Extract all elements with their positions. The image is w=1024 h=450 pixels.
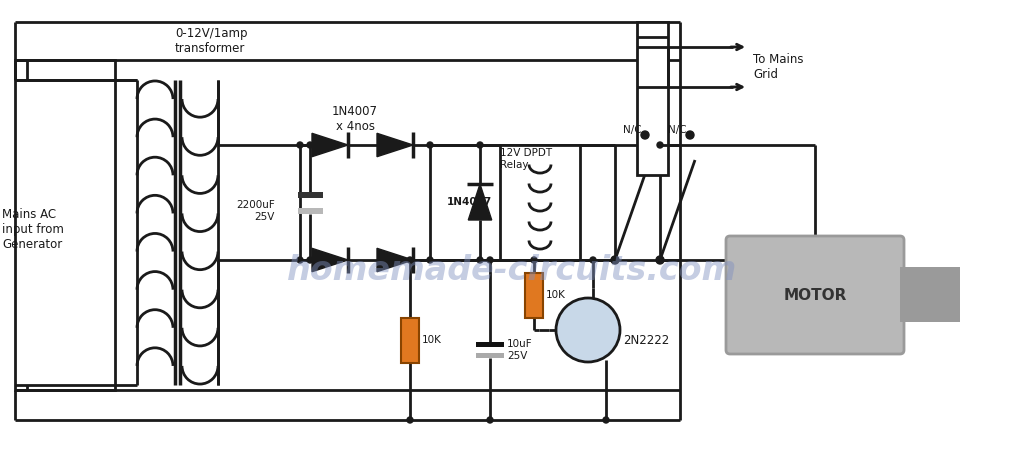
Circle shape (611, 256, 618, 264)
Text: 1N4007: 1N4007 (447, 197, 493, 207)
Bar (525, 273, 543, 318)
Bar (500, 145, 580, 260)
Bar (298, 192, 323, 198)
Bar (525, 273, 543, 318)
Text: 2200uF
25V: 2200uF 25V (237, 200, 275, 221)
Circle shape (307, 257, 313, 263)
Text: 12V DPDT
Relay: 12V DPDT Relay (500, 148, 552, 170)
Circle shape (556, 298, 620, 362)
Circle shape (427, 257, 433, 263)
Polygon shape (377, 248, 413, 272)
Circle shape (656, 256, 664, 264)
Polygon shape (468, 184, 492, 220)
Polygon shape (377, 133, 413, 157)
Polygon shape (312, 248, 348, 272)
Text: 10K: 10K (422, 335, 442, 345)
Circle shape (407, 417, 413, 423)
Bar (298, 207, 323, 213)
Text: N/C: N/C (623, 125, 642, 135)
Text: 0-12V/1amp
transformer: 0-12V/1amp transformer (175, 27, 248, 55)
Text: Mains AC
input from
Generator: Mains AC input from Generator (2, 208, 63, 252)
Bar (401, 318, 419, 363)
Text: 2N2222: 2N2222 (623, 333, 670, 346)
Circle shape (657, 142, 663, 148)
Circle shape (590, 257, 596, 263)
Circle shape (531, 257, 537, 263)
Text: 1N4007
x 4nos: 1N4007 x 4nos (332, 105, 378, 133)
Bar (900, 267, 961, 322)
Text: homemade-circuits.com: homemade-circuits.com (287, 253, 737, 287)
Circle shape (641, 131, 649, 139)
Bar (476, 342, 504, 347)
Circle shape (686, 131, 694, 139)
Text: 10K: 10K (546, 290, 566, 300)
Circle shape (477, 142, 483, 148)
Bar (637, 22, 668, 175)
Circle shape (297, 142, 303, 148)
Circle shape (307, 142, 313, 148)
Circle shape (487, 417, 493, 423)
Polygon shape (312, 133, 348, 157)
FancyBboxPatch shape (726, 236, 904, 354)
Circle shape (297, 257, 303, 263)
Circle shape (427, 142, 433, 148)
Bar (401, 318, 419, 363)
Text: To Mains
Grid: To Mains Grid (753, 53, 804, 81)
Circle shape (487, 257, 493, 263)
Bar (15, 60, 115, 390)
Text: MOTOR: MOTOR (783, 288, 847, 302)
Circle shape (477, 257, 483, 263)
Text: 10uF
25V: 10uF 25V (507, 339, 532, 361)
Bar (476, 353, 504, 358)
Circle shape (407, 257, 413, 263)
Circle shape (603, 417, 609, 423)
Text: N/C: N/C (668, 125, 687, 135)
